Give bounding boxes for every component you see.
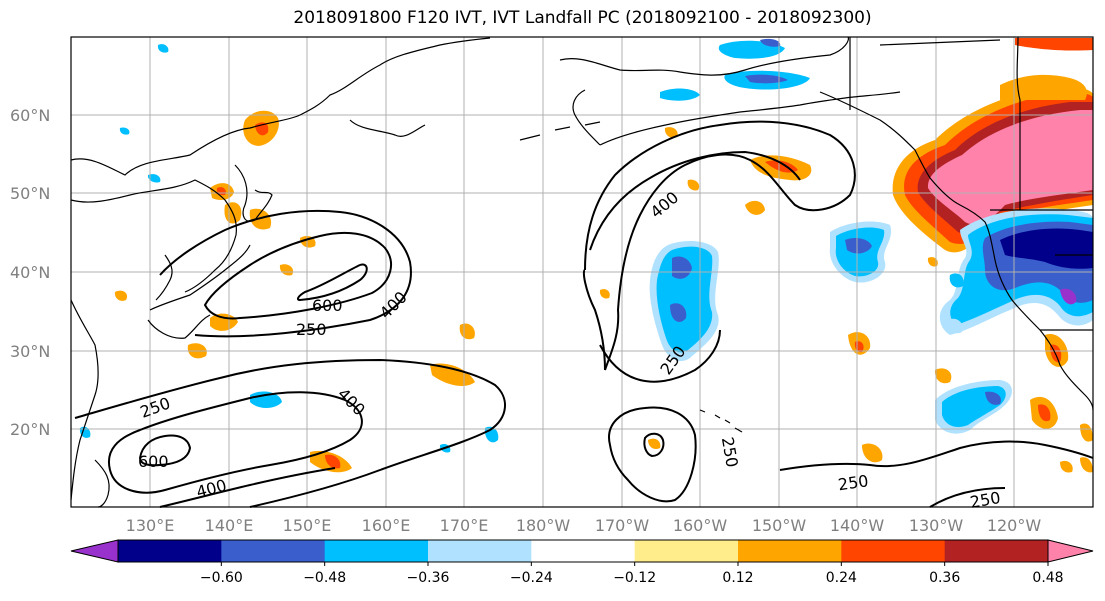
colorbar-extend-left: [70, 539, 119, 563]
lon-label: 150°W: [752, 516, 807, 535]
contour-label: 250: [837, 471, 870, 494]
contour-label: 400: [194, 476, 228, 502]
colorbar-tick-label: −0.36: [407, 570, 450, 586]
map-frame: [70, 36, 1094, 508]
colorbar-tick-label: 0.12: [722, 570, 753, 586]
colorbar-extend-right: [1047, 539, 1094, 563]
colorbar-tick-label: −0.60: [200, 570, 243, 586]
colorbar-segment: [221, 540, 326, 562]
lon-label: 170°W: [595, 516, 650, 535]
colorbar-tick-label: −0.24: [510, 570, 553, 586]
ivt-contours: [74, 120, 1094, 508]
colorbar: −0.60 −0.48 −0.36 −0.24 −0.12 0.12 0.24 0.36 0.4…: [70, 539, 1094, 586]
lon-label: 140°W: [830, 516, 885, 535]
lon-label: 140°E: [205, 516, 254, 535]
contour-label: 600: [138, 452, 169, 471]
colorbar-segment: [531, 540, 636, 562]
lon-label: 180°W: [516, 516, 571, 535]
colorbar-segment: [634, 540, 739, 562]
negative-pc-fill: [79, 38, 1093, 453]
lon-labels: 130°E 140°E 150°E 160°E 170°E 180°W 170°…: [126, 516, 1042, 535]
colorbar-segment: [738, 540, 842, 562]
lon-label: 160°W: [673, 516, 728, 535]
colorbar-segment: [118, 540, 222, 562]
lon-label: 130°E: [126, 516, 175, 535]
contour-label: 400: [334, 384, 369, 419]
lat-label: 40°N: [10, 263, 50, 282]
colorbar-tick-label: 0.36: [929, 570, 960, 586]
positive-pc-fill: [114, 38, 1093, 473]
colorbar-segment: [428, 540, 532, 562]
colorbar-frame: [117, 539, 1049, 563]
lon-label: 150°E: [283, 516, 332, 535]
colorbar-segment: [324, 540, 429, 562]
lat-labels: 60°N 50°N 40°N 30°N 20°N: [10, 106, 50, 439]
contour-label: 250: [718, 435, 742, 468]
colorbar-segment: [841, 540, 946, 562]
lon-label: 130°W: [909, 516, 964, 535]
map-title: 2018091800 F120 IVT, IVT Landfall PC (20…: [293, 8, 872, 28]
lat-label: 60°N: [10, 106, 50, 125]
lon-label: 120°W: [987, 516, 1042, 535]
contour-label: 250: [296, 320, 327, 339]
colorbar-tick-label: 0.24: [826, 570, 857, 586]
coastlines: [70, 36, 1094, 508]
lon-label: 170°E: [440, 516, 489, 535]
contour-label: 250: [969, 488, 1002, 512]
colorbar-tick-label: −0.12: [613, 570, 656, 586]
lat-label: 50°N: [10, 184, 50, 203]
map-area: 600 400 250 250 400 600 400 400 250 250 …: [70, 36, 1094, 512]
lat-label: 20°N: [10, 420, 50, 439]
colorbar-segment: [944, 540, 1049, 562]
gridlines: [71, 37, 1093, 507]
lat-label: 30°N: [10, 342, 50, 361]
colorbar-tick-label: −0.48: [303, 570, 346, 586]
contour-label: 600: [312, 296, 343, 315]
lon-label: 160°E: [362, 516, 411, 535]
colorbar-tick-label: 0.48: [1032, 570, 1063, 586]
